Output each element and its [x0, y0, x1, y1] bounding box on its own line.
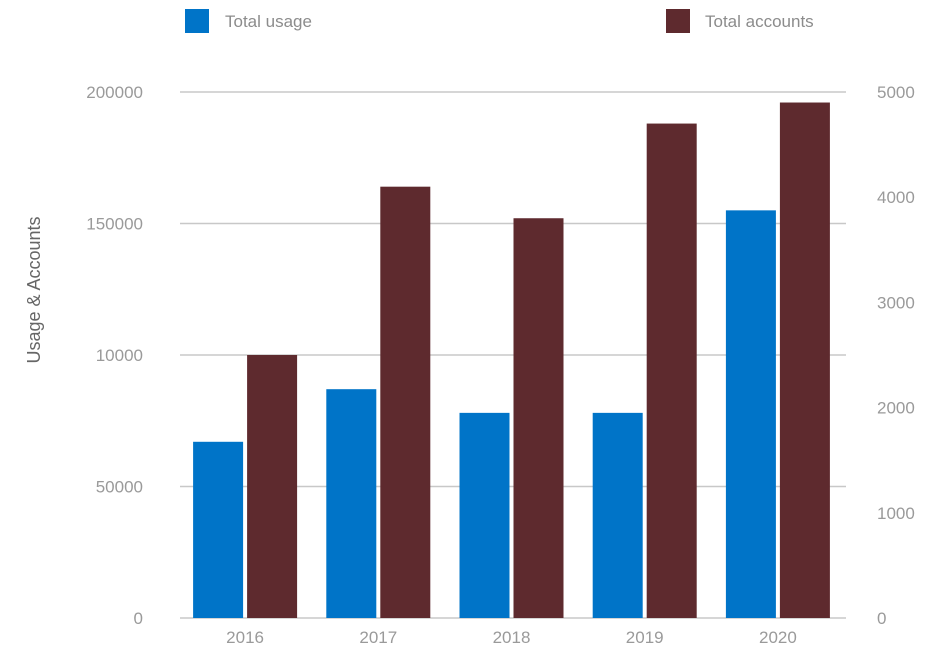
bar-total-accounts-2019: [646, 123, 697, 618]
right-tick-label: 1000: [877, 504, 915, 523]
right-tick-label: 0: [877, 609, 886, 628]
left-tick-label: 150000: [86, 215, 143, 234]
bar-total-accounts-2017: [380, 186, 431, 618]
right-axis-ticks: 0 1000 2000 3000 4000 5000: [877, 83, 915, 628]
legend-label-total-usage: Total usage: [225, 12, 312, 31]
right-tick-label: 4000: [877, 188, 915, 207]
left-tick-label: 200000: [86, 83, 143, 102]
x-tick-label: 2018: [493, 628, 531, 645]
x-tick-label: 2020: [759, 628, 797, 645]
bar-total-usage-2016: [193, 441, 244, 618]
bar-total-usage-2017: [326, 389, 377, 618]
left-axis-ticks: 0 50000 10000 150000 200000: [86, 83, 143, 628]
legend-swatch-total-accounts: [666, 9, 690, 33]
x-tick-label: 2017: [359, 628, 397, 645]
right-tick-label: 2000: [877, 399, 915, 418]
left-tick-label: 50000: [96, 478, 143, 497]
x-tick-label: 2016: [226, 628, 264, 645]
bar-total-usage-2018: [459, 412, 510, 618]
bar-total-accounts-2020: [779, 102, 830, 618]
y-axis-title: Usage & Accounts: [24, 216, 44, 363]
bars: [193, 102, 830, 619]
bar-total-accounts-2016: [247, 355, 298, 618]
right-tick-label: 5000: [877, 83, 915, 102]
legend-swatch-total-usage: [185, 9, 209, 33]
bar-total-accounts-2018: [513, 218, 564, 619]
bar-total-usage-2019: [592, 412, 643, 618]
bar-total-usage-2020: [725, 210, 776, 618]
x-tick-label: 2019: [626, 628, 664, 645]
left-tick-label: 10000: [96, 346, 143, 365]
legend-label-total-accounts: Total accounts: [705, 12, 814, 31]
left-tick-label: 0: [134, 609, 143, 628]
right-tick-label: 3000: [877, 293, 915, 312]
legend: Total usage Total accounts: [185, 9, 814, 33]
x-axis-ticks: 2016 2017 2018 2019 2020: [226, 628, 797, 645]
